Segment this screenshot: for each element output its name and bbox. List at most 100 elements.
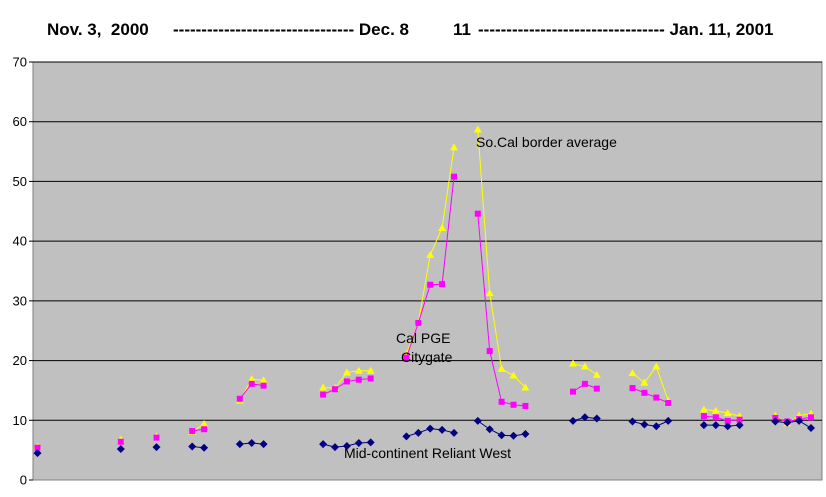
series-1-point (153, 434, 160, 441)
series-1-point (451, 173, 457, 180)
series-2-point (795, 416, 804, 425)
y-tick-label-0: 0 (20, 473, 27, 488)
label-cal-pge-line1: Cal PGE (396, 330, 450, 346)
series-0-point (592, 370, 601, 378)
series-2-point (652, 422, 661, 431)
y-tick-label-50: 50 (13, 174, 27, 189)
series-2-point (473, 416, 482, 425)
y-tick-label-30: 30 (13, 293, 27, 308)
series-2-point (711, 421, 720, 430)
series-2-point (521, 430, 530, 439)
series-2-point (319, 440, 328, 449)
series-0-point (628, 369, 637, 377)
series-2-point (188, 442, 197, 451)
series-0-line-10 (703, 409, 740, 417)
series-1-point (712, 414, 719, 421)
series-1-line-9 (632, 387, 669, 404)
series-1-point (641, 389, 648, 396)
series-2-point (580, 413, 589, 422)
series-2-point (33, 449, 42, 458)
series-2-point (509, 431, 518, 440)
series-2-point (485, 425, 494, 434)
series-0-point (200, 419, 209, 427)
series-0-point (247, 375, 256, 383)
y-tick-label-10: 10 (13, 413, 27, 428)
series-1-point (367, 375, 374, 382)
series-2-point (200, 443, 209, 452)
title-dec-11: 11 (453, 20, 471, 39)
series-2-point (354, 438, 363, 447)
series-2-point (783, 418, 792, 427)
series-1-point (201, 426, 208, 433)
series-0-point (319, 383, 328, 391)
series-1-point (653, 394, 660, 401)
series-2-point (640, 420, 649, 429)
series-2-point (699, 421, 708, 430)
series-0-point (509, 371, 518, 379)
series-0-point (485, 289, 494, 297)
series-1-point (522, 402, 529, 409)
series-0-point (652, 362, 661, 370)
series-0-point (699, 405, 708, 413)
series-1-point (427, 281, 434, 288)
series-2-point (247, 438, 256, 447)
y-tick-label-20: 20 (13, 353, 27, 368)
series-1-point (332, 386, 338, 393)
series-2-point (366, 438, 375, 447)
series-2-point (402, 432, 411, 441)
series-0-point (569, 359, 577, 367)
series-1-line-11 (775, 416, 812, 422)
series-0-point (366, 366, 375, 374)
series-1-point (189, 428, 196, 435)
series-1-point (581, 380, 588, 387)
series-2-line-9 (632, 420, 669, 427)
series-2-point (438, 425, 447, 434)
series-1-point (415, 319, 422, 326)
series-1-point (570, 388, 576, 395)
y-tick-label-40: 40 (13, 234, 27, 249)
series-1-point (629, 385, 636, 392)
series-0-point (259, 376, 268, 384)
series-1-point (736, 416, 743, 423)
series-0-point (723, 409, 732, 417)
series-1-point (808, 414, 814, 421)
series-2-point (771, 417, 780, 426)
series-0-point (450, 143, 458, 151)
series-1-point (665, 399, 672, 406)
label-midcontinent: Mid-continent Reliant West (344, 445, 511, 461)
series-2-point (152, 443, 161, 452)
series-2 (33, 413, 815, 458)
series-1-point (355, 376, 362, 383)
title-end-date: --------------------------------- Jan. 1… (478, 20, 774, 39)
y-tick-label-60: 60 (13, 114, 27, 129)
series-0-point (342, 368, 351, 376)
series-1-point (343, 378, 350, 385)
series-2-point (342, 441, 351, 450)
gridlines (33, 61, 822, 421)
series-2-point (235, 440, 244, 449)
series-0-point (473, 125, 482, 133)
title-dec-8: -------------------------------- Dec. 8 (173, 20, 409, 39)
series-0-point (580, 362, 589, 370)
series-1-point (236, 395, 243, 402)
series-1-point (320, 391, 327, 398)
series-1-point (510, 401, 517, 408)
series-2-point (592, 414, 601, 423)
y-tick-label-70: 70 (13, 55, 27, 70)
y-axis: 0 10 20 30 40 50 60 70 (13, 55, 33, 488)
series-0-point (521, 383, 530, 391)
series-0-point (438, 224, 447, 232)
series-1-point (403, 354, 410, 361)
series-2-point (259, 440, 268, 449)
series-2-line-11 (775, 420, 812, 429)
label-socal-border: So.Cal border average (476, 134, 617, 150)
title-start-date: Nov. 3, 2000 (47, 20, 149, 39)
series-2-point (735, 421, 744, 430)
series-1-point (260, 382, 267, 389)
series-1-point (248, 380, 255, 387)
series-2-point (331, 443, 339, 452)
series-1-point (439, 281, 446, 288)
label-cal-pge-line2: Citygate (401, 349, 453, 365)
